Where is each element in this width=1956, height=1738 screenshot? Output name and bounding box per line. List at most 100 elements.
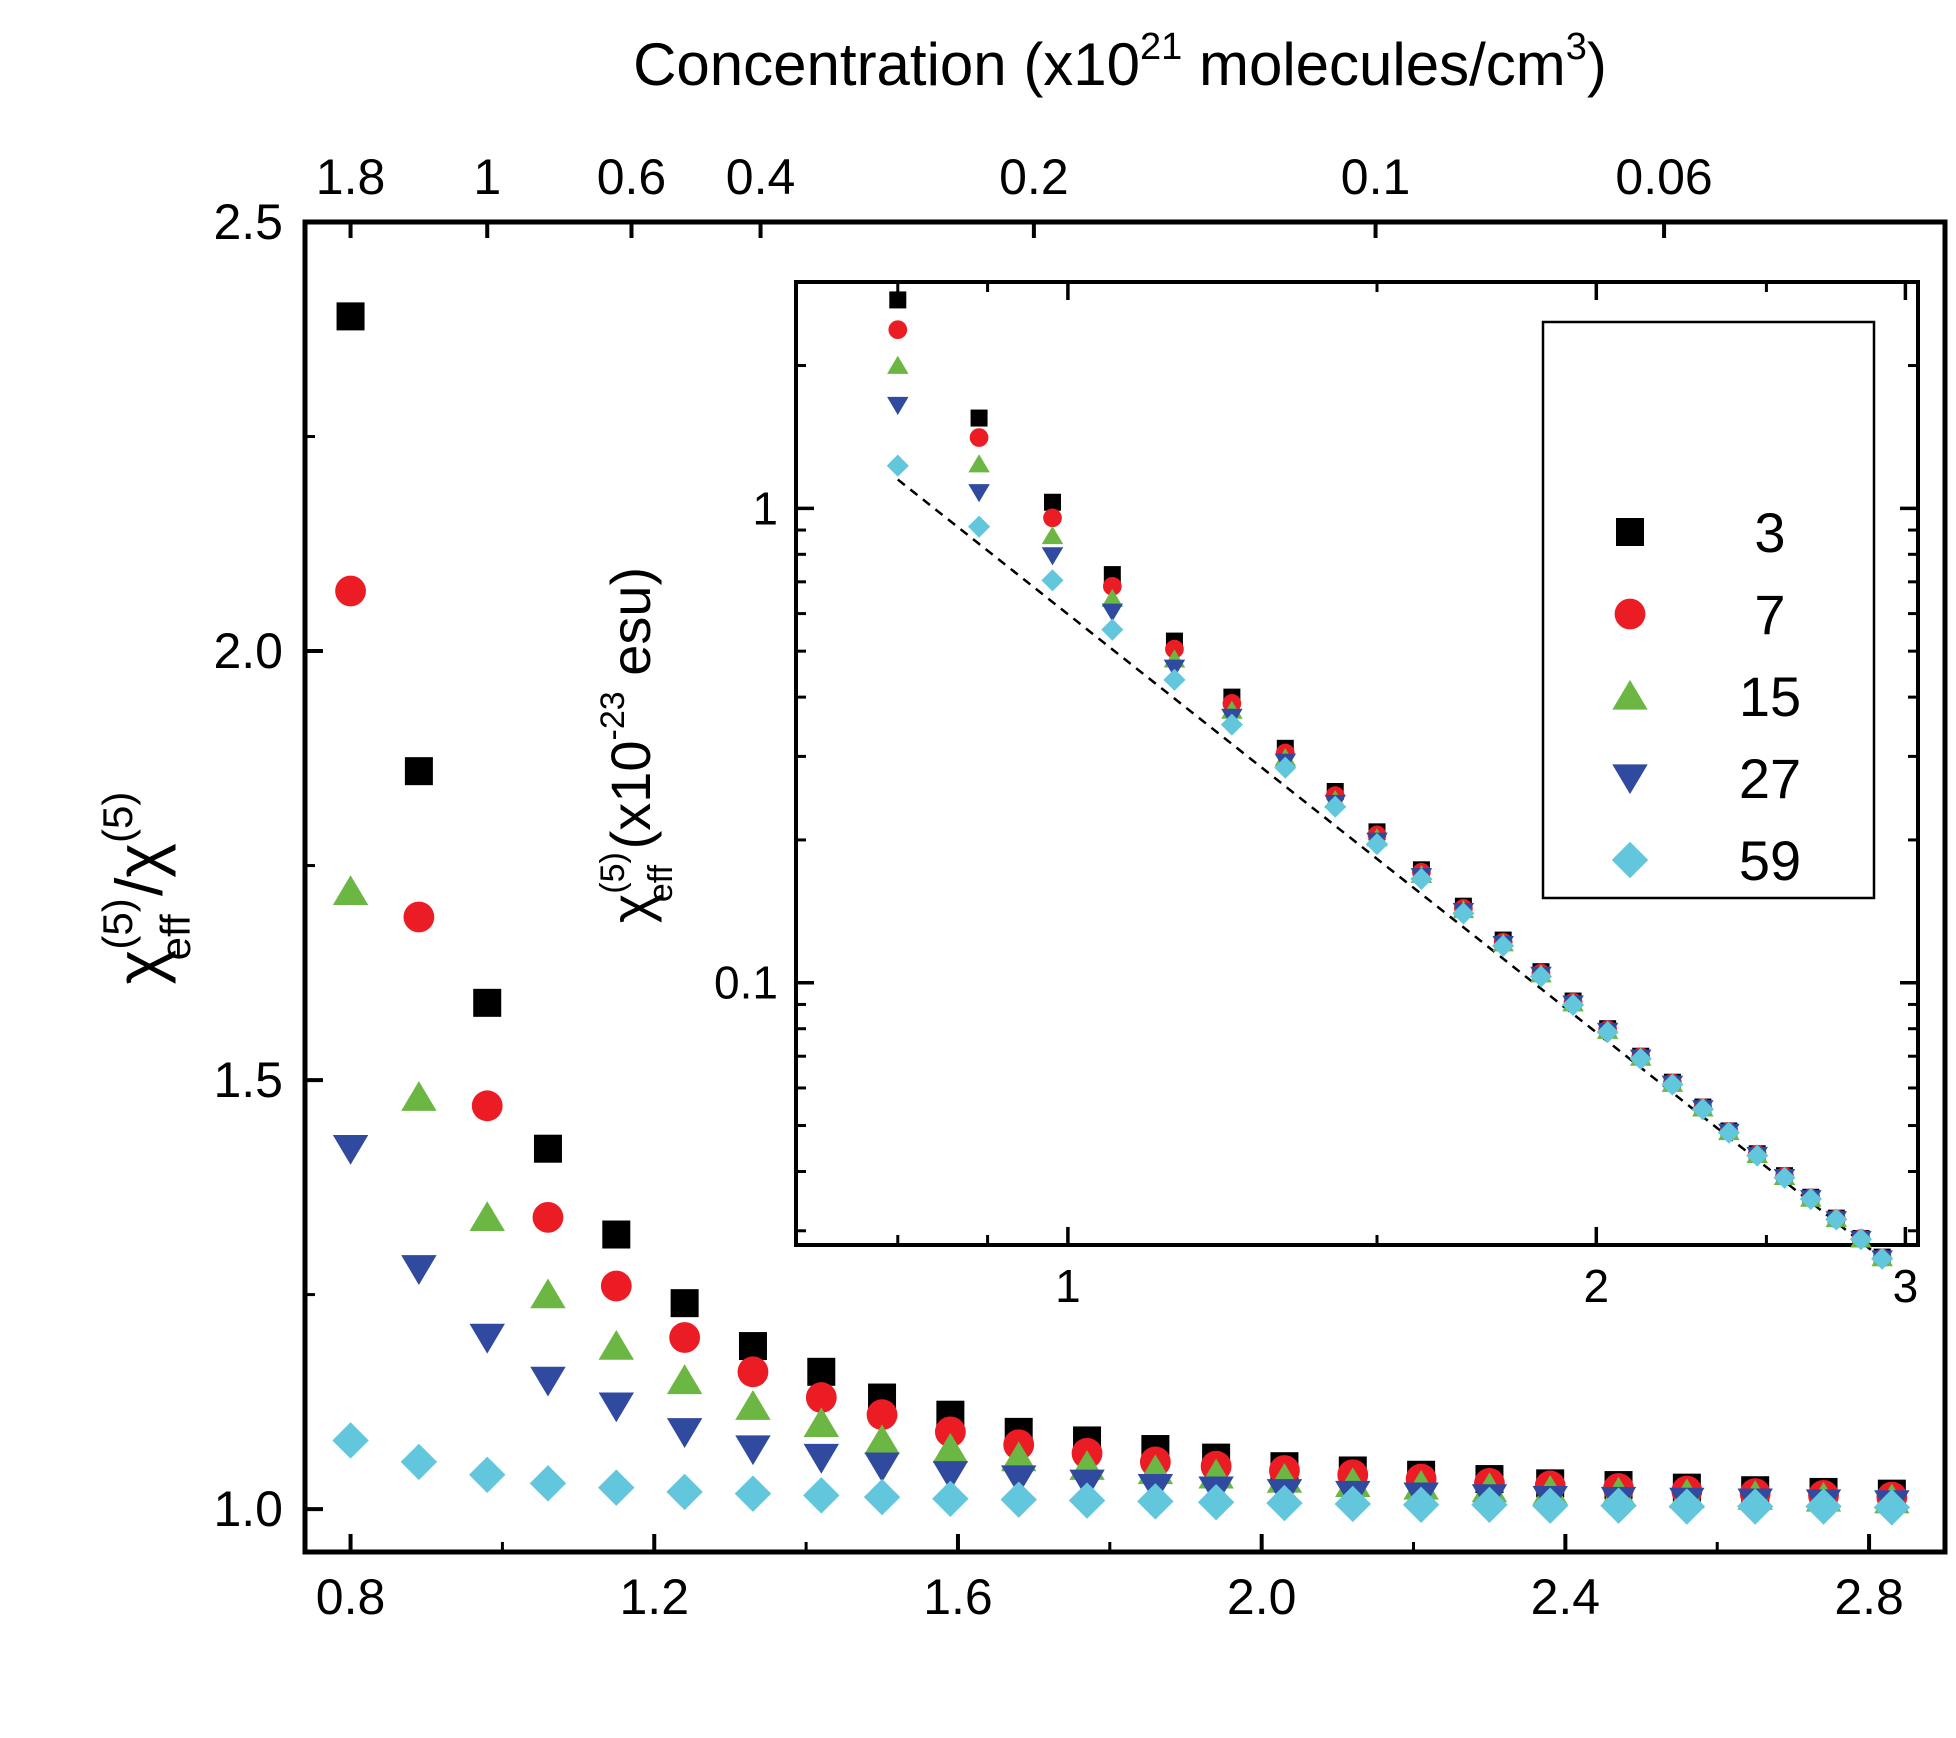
data-point — [932, 1432, 969, 1463]
main-top-axis-label: Concentration (x1021 molecules/cm3) — [633, 26, 1607, 98]
data-point — [737, 1356, 769, 1388]
main-x-tick-label: 2.4 — [1531, 1569, 1601, 1625]
data-point — [864, 1424, 900, 1455]
legend-item-7: 7 — [1614, 583, 1786, 646]
data-point — [1365, 833, 1389, 856]
data-point — [530, 1278, 566, 1309]
data-point — [598, 1329, 635, 1360]
data-point — [1163, 668, 1186, 691]
data-point — [533, 1134, 562, 1163]
data-point — [888, 320, 908, 340]
inset-x-tick-label: 3 — [1893, 1260, 1919, 1312]
data-point — [1402, 1486, 1440, 1524]
inset-fit-line — [897, 478, 1883, 1260]
data-point — [735, 1390, 771, 1420]
data-point — [1873, 1489, 1911, 1526]
data-point — [1041, 526, 1064, 545]
main-top-tick-label: 0.06 — [1615, 149, 1712, 205]
data-point — [529, 1465, 567, 1502]
data-point — [1452, 902, 1475, 925]
data-point — [332, 875, 369, 905]
data-point — [1324, 795, 1347, 818]
data-point — [803, 1407, 840, 1437]
data-point — [666, 1473, 703, 1511]
legend-label: 7 — [1754, 583, 1785, 646]
data-point — [1101, 603, 1124, 622]
data-point — [1137, 1483, 1174, 1520]
data-point — [471, 1090, 503, 1122]
legend-marker — [1614, 598, 1646, 630]
data-point — [969, 428, 989, 447]
main-x-tick-label: 0.8 — [316, 1569, 386, 1625]
main-x-tick-label: 2.0 — [1227, 1569, 1297, 1625]
main-top-tick-label: 0.2 — [999, 149, 1069, 205]
data-point — [970, 409, 988, 427]
legend-item-3: 3 — [1616, 501, 1786, 564]
data-point — [735, 1435, 771, 1466]
data-point — [1746, 1144, 1769, 1167]
inset-x-tick-label: 2 — [1584, 1260, 1610, 1312]
inset-x-ticks: 1 2 3 — [896, 282, 1919, 1312]
data-point — [887, 396, 909, 415]
data-point — [532, 1201, 564, 1233]
main-series-59 — [332, 1422, 1911, 1526]
main-chart: 0.8 1.2 1.6 2.0 2.4 2.8 1.0 1.5 2.0 2.5 1.8 1 0.6 0.4… — [94, 26, 1948, 1625]
inset-y-ticks: 0.11 — [714, 364, 1918, 1233]
main-y-tick-label: 1.5 — [213, 1052, 283, 1108]
data-point — [887, 355, 909, 374]
data-point — [1471, 1486, 1508, 1524]
data-point — [1000, 1441, 1037, 1472]
main-x-tick-label: 2.8 — [1834, 1569, 1904, 1625]
main-top-tick-label: 1.8 — [316, 149, 386, 205]
data-point — [400, 1443, 438, 1481]
data-point — [803, 1443, 840, 1474]
data-point — [1661, 1073, 1684, 1096]
inset-y-axis-label: χ(5) eff (x10-23 esu) — [594, 567, 680, 923]
data-point — [1736, 1488, 1774, 1525]
legend-label: 27 — [1739, 747, 1801, 810]
main-y-ticks: 1.0 1.5 2.0 2.5 — [213, 194, 323, 1537]
data-point — [1197, 1484, 1235, 1521]
legend-item-59: 59 — [1611, 829, 1801, 892]
inset-legend: 3 7 15 27 59 — [1541, 320, 1876, 900]
data-point — [335, 575, 366, 607]
legend-item-27: 27 — [1612, 747, 1801, 810]
data-point — [469, 1201, 505, 1232]
data-point — [1102, 576, 1122, 596]
data-point — [1492, 934, 1515, 957]
data-point — [1000, 1465, 1037, 1496]
data-point — [968, 515, 991, 538]
data-point — [600, 1270, 632, 1302]
legend-label: 3 — [1754, 501, 1785, 564]
data-point — [1410, 867, 1433, 890]
data-point — [473, 988, 502, 1017]
data-point — [401, 1081, 437, 1111]
data-point — [805, 1382, 837, 1413]
data-point — [1668, 1488, 1706, 1525]
inset-data-points — [886, 291, 1894, 1270]
main-y-tick-label: 2.0 — [213, 623, 283, 679]
data-point — [1334, 1485, 1371, 1523]
data-point — [1799, 1187, 1822, 1211]
data-point — [1220, 713, 1243, 736]
data-point — [968, 484, 990, 503]
main-top-tick-label: 0.4 — [726, 149, 796, 205]
main-y-tick-label: 2.5 — [213, 194, 283, 250]
data-point — [866, 1399, 898, 1431]
data-point — [469, 1456, 506, 1493]
data-point — [1044, 493, 1062, 511]
legend-marker — [1616, 518, 1644, 546]
data-point — [1596, 1021, 1619, 1044]
main-x-ticks: 0.8 1.2 1.6 2.0 2.4 2.8 — [316, 1534, 1904, 1625]
main-top-tick-label: 1 — [473, 149, 501, 205]
data-point — [1600, 1487, 1637, 1524]
data-point — [1562, 993, 1585, 1016]
legend-marker — [1612, 764, 1648, 795]
main-x-tick-label: 1.2 — [620, 1569, 690, 1625]
data-point — [401, 1255, 437, 1285]
main-data-points — [332, 302, 1911, 1526]
data-point — [336, 302, 365, 331]
legend-label: 59 — [1739, 829, 1801, 892]
